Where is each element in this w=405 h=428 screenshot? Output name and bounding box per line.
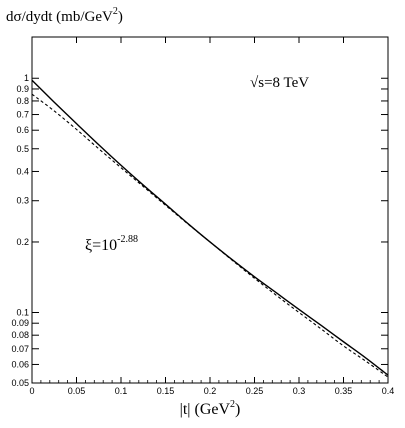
x-tick-label: 0.4 — [382, 386, 395, 396]
solid-curve — [31, 79, 389, 376]
y-tick-label: 0.06 — [11, 359, 29, 369]
x-tick-label: 0.25 — [246, 386, 264, 396]
y-tick-label: 0.8 — [16, 96, 29, 106]
y-tick-label: 0.7 — [16, 110, 29, 120]
x-tick-label: 0 — [29, 386, 34, 396]
y-tick-label: 0.2 — [16, 237, 29, 247]
x-tick-label: 0.2 — [204, 386, 217, 396]
plot-frame — [31, 36, 389, 384]
y-tick-label: 0.05 — [11, 378, 29, 388]
x-axis-title: |t| (GeV2) — [180, 399, 241, 418]
y-tick-label: 0.6 — [16, 125, 29, 135]
x-tick-label: 0.3 — [293, 386, 306, 396]
y-tick-label: 0.4 — [16, 166, 29, 176]
energy-annotation: √s=8 TeV — [250, 75, 309, 91]
y-tick-label: 0.09 — [11, 318, 29, 328]
plot-area — [31, 79, 389, 378]
x-tick-label: 0.15 — [157, 386, 175, 396]
y-axis: 10.9 0.8 0.7 0.6 0.5 0.4 0.3 0.2 0.10.09 0.08 0.07… — [11, 73, 388, 388]
x-tick-label: 0.1 — [115, 386, 128, 396]
y-tick-label: 0.5 — [16, 144, 29, 154]
y-tick-label: 0.07 — [11, 344, 29, 354]
x-tick-label: 0.35 — [335, 386, 353, 396]
y-tick-label: 1 — [24, 73, 29, 83]
xi-annotation: ξ=10-2.88 — [85, 234, 138, 254]
x-tick-label: 0.05 — [68, 386, 86, 396]
y-tick-label: 0.3 — [16, 196, 29, 206]
dashed-curve — [31, 93, 389, 378]
y-tick-label: 0.9 — [16, 84, 29, 94]
x-axis: 0 0.05 0.1 0.15 0.2 0.25 0.3 0.35 0.4 — [29, 37, 394, 396]
y-tick-label: 0.1 — [16, 307, 29, 317]
y-tick-label: 0.08 — [11, 330, 29, 340]
y-axis-title: dσ/dydt (mb/GeV2) — [6, 6, 123, 25]
